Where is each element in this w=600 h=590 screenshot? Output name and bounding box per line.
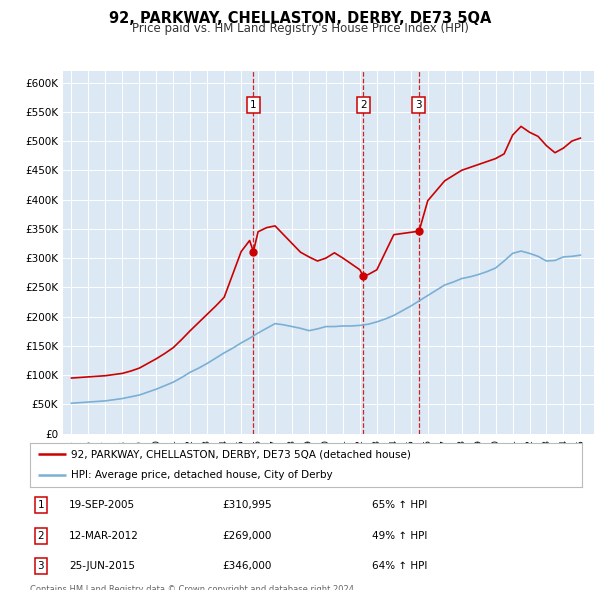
Text: £346,000: £346,000 xyxy=(222,562,271,571)
Text: 3: 3 xyxy=(37,562,44,571)
Text: 3: 3 xyxy=(416,100,422,110)
Text: 64% ↑ HPI: 64% ↑ HPI xyxy=(372,562,427,571)
Text: 92, PARKWAY, CHELLASTON, DERBY, DE73 5QA: 92, PARKWAY, CHELLASTON, DERBY, DE73 5QA xyxy=(109,11,491,25)
Text: 2: 2 xyxy=(360,100,367,110)
Text: 49% ↑ HPI: 49% ↑ HPI xyxy=(372,531,427,540)
Text: 92, PARKWAY, CHELLASTON, DERBY, DE73 5QA (detached house): 92, PARKWAY, CHELLASTON, DERBY, DE73 5QA… xyxy=(71,450,411,460)
Text: 25-JUN-2015: 25-JUN-2015 xyxy=(69,562,135,571)
Text: £310,995: £310,995 xyxy=(222,500,272,510)
Text: 65% ↑ HPI: 65% ↑ HPI xyxy=(372,500,427,510)
Text: 2: 2 xyxy=(37,531,44,540)
Text: 1: 1 xyxy=(37,500,44,510)
Text: HPI: Average price, detached house, City of Derby: HPI: Average price, detached house, City… xyxy=(71,470,333,480)
Text: Contains HM Land Registry data © Crown copyright and database right 2024.: Contains HM Land Registry data © Crown c… xyxy=(30,585,356,590)
Text: 12-MAR-2012: 12-MAR-2012 xyxy=(69,531,139,540)
Text: 1: 1 xyxy=(250,100,257,110)
Text: 19-SEP-2005: 19-SEP-2005 xyxy=(69,500,135,510)
Text: £269,000: £269,000 xyxy=(222,531,271,540)
Text: Price paid vs. HM Land Registry's House Price Index (HPI): Price paid vs. HM Land Registry's House … xyxy=(131,22,469,35)
